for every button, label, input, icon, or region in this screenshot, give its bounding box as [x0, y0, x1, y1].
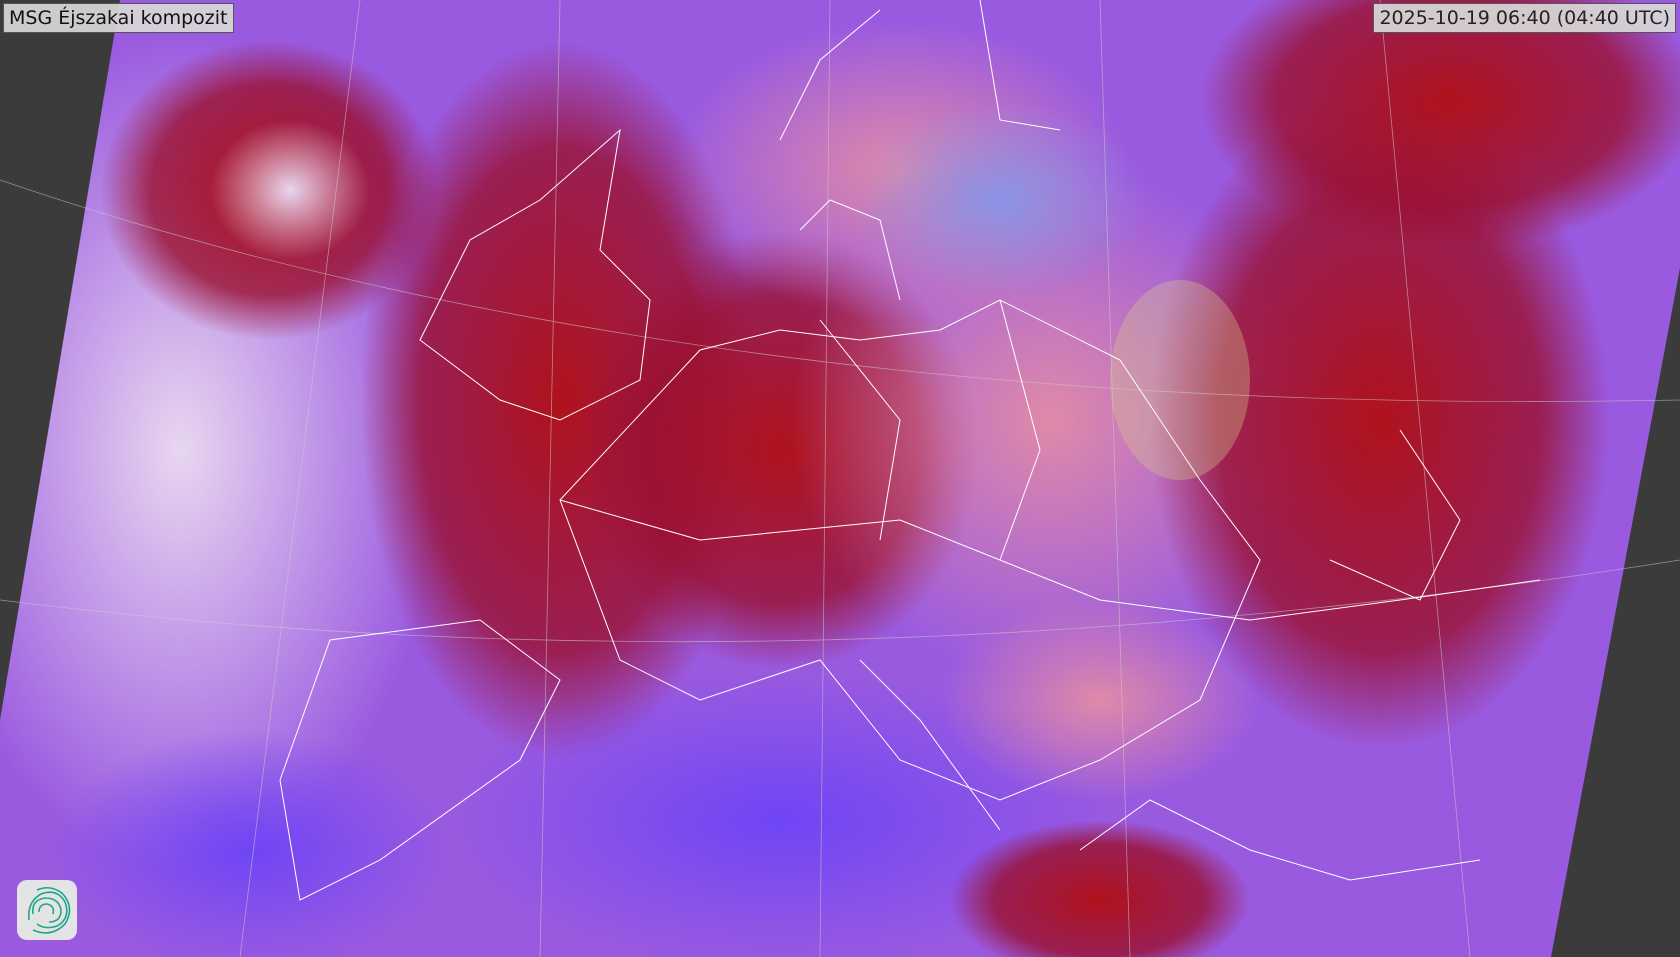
coastlines-and-borders [279, 0, 1541, 901]
spiral-logo-icon [17, 880, 77, 940]
product-title: MSG Éjszakai kompozit [3, 3, 234, 33]
timestamp: 2025-10-19 06:40 (04:40 UTC) [1373, 3, 1676, 33]
